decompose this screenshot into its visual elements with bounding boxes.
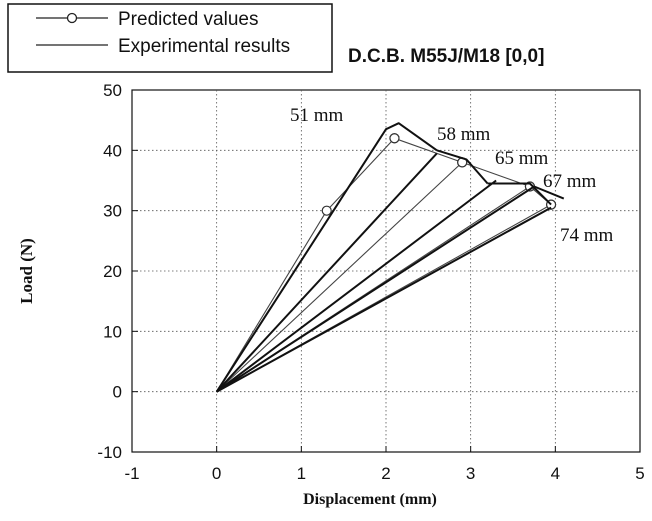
chart-title: D.C.B. M55J/M18 [0,0] bbox=[348, 46, 544, 67]
y-tick-label: 0 bbox=[113, 383, 122, 402]
x-tick-label: 0 bbox=[212, 464, 221, 483]
experimental-line-segment bbox=[216, 185, 535, 393]
y-tick-label: 30 bbox=[103, 202, 122, 221]
x-tick-label: 1 bbox=[297, 464, 306, 483]
predicted-line-segment bbox=[216, 161, 463, 393]
y-tick-label: 40 bbox=[103, 141, 122, 160]
x-tick-label: 2 bbox=[381, 464, 390, 483]
experimental-line-segment bbox=[216, 206, 552, 393]
experimental-line-segment bbox=[215, 122, 438, 393]
legend-label-experimental: Experimental results bbox=[118, 36, 290, 57]
x-tick-label: 4 bbox=[551, 464, 560, 483]
series bbox=[215, 122, 565, 393]
annotation-51mm: 51 mm bbox=[290, 105, 344, 126]
legend-marker-predicted bbox=[66, 12, 78, 24]
predicted-point bbox=[389, 133, 400, 144]
series-experimental bbox=[215, 122, 565, 393]
x-tick-label: 5 bbox=[635, 464, 644, 483]
predicted-line-segment bbox=[394, 137, 552, 206]
y-tick-label: 50 bbox=[103, 81, 122, 100]
x-axis-label: Displacement (mm) bbox=[303, 491, 437, 508]
experimental-line-segment bbox=[215, 152, 438, 393]
y-tick-label: 10 bbox=[103, 322, 122, 341]
annotation-74mm: 74 mm bbox=[560, 225, 614, 246]
y-axis-label: Load (N) bbox=[17, 238, 36, 304]
experimental-line-segment bbox=[487, 182, 552, 206]
legend: Predicted values Experimental results bbox=[7, 3, 333, 73]
experimental-line-segment bbox=[436, 149, 489, 185]
y-tick-label: 20 bbox=[103, 262, 122, 281]
annotation-67mm: 67 mm bbox=[543, 171, 597, 192]
annotation-65mm: 65 mm bbox=[495, 148, 549, 169]
annotation-58mm: 58 mm bbox=[437, 124, 491, 145]
experimental-line-segment bbox=[216, 179, 497, 393]
experimental-line-segment bbox=[533, 185, 565, 200]
predicted-point bbox=[321, 205, 332, 216]
legend-label-predicted: Predicted values bbox=[118, 9, 258, 30]
y-tick-label: -10 bbox=[97, 443, 122, 462]
x-tick-label: 3 bbox=[466, 464, 475, 483]
x-tick-label: -1 bbox=[124, 464, 139, 483]
